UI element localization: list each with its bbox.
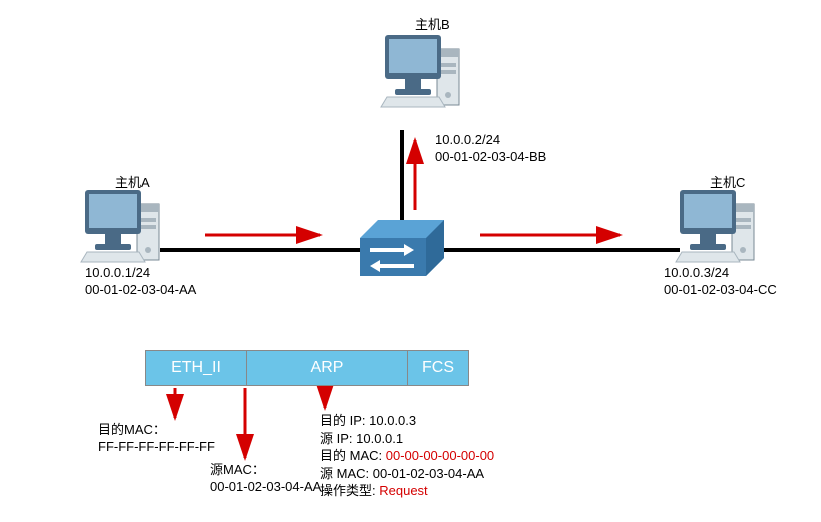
host-b-mac: 00-01-02-03-04-BB [435, 149, 546, 166]
host-c-info: 10.0.0.3/24 00-01-02-03-04-CC [664, 265, 777, 299]
arp-dst-ip-label: 目的 IP: [320, 413, 366, 428]
host-c-ip: 10.0.0.3/24 [664, 265, 777, 282]
arp-src-ip-row: 源 IP: 10.0.0.1 [320, 430, 494, 448]
eth-src-label: 源MAC： [210, 462, 321, 479]
host-b-icon [381, 35, 459, 107]
host-a-info: 10.0.0.1/24 00-01-02-03-04-AA [85, 265, 196, 299]
arp-op-label: 操作类型: [320, 483, 376, 498]
packet-arp: ARP [247, 351, 408, 385]
arp-detail: 目的 IP: 10.0.0.3 源 IP: 10.0.0.1 目的 MAC: 0… [320, 412, 494, 500]
arp-src-mac: 00-01-02-03-04-AA [373, 466, 484, 481]
arp-dst-ip-row: 目的 IP: 10.0.0.3 [320, 412, 494, 430]
arp-dst-mac-row: 目的 MAC: 00-00-00-00-00-00 [320, 447, 494, 465]
eth-src-value: 00-01-02-03-04-AA [210, 479, 321, 496]
arp-dst-mac: 00-00-00-00-00-00 [386, 448, 494, 463]
arp-op: Request [379, 483, 427, 498]
packet-eth: ETH_II [146, 351, 247, 385]
host-a-ip: 10.0.0.1/24 [85, 265, 196, 282]
host-a-mac: 00-01-02-03-04-AA [85, 282, 196, 299]
arp-src-mac-row: 源 MAC: 00-01-02-03-04-AA [320, 465, 494, 483]
switch-icon [360, 220, 444, 276]
eth-dst-label: 目的MAC： [98, 422, 215, 439]
arp-src-ip-label: 源 IP: [320, 431, 353, 446]
packet-fcs: FCS [408, 351, 468, 385]
eth-src: 源MAC： 00-01-02-03-04-AA [210, 462, 321, 496]
arp-dst-ip: 10.0.0.3 [369, 413, 416, 428]
host-b-ip: 10.0.0.2/24 [435, 132, 546, 149]
eth-dst: 目的MAC： FF-FF-FF-FF-FF-FF [98, 422, 215, 456]
arp-src-mac-label: 源 MAC: [320, 466, 369, 481]
host-a-icon [81, 190, 159, 262]
host-c-mac: 00-01-02-03-04-CC [664, 282, 777, 299]
host-b-name: 主机B [415, 14, 450, 33]
host-b-info: 10.0.0.2/24 00-01-02-03-04-BB [435, 132, 546, 166]
host-c-name: 主机C [710, 172, 745, 191]
packet: ETH_II ARP FCS [145, 350, 469, 386]
eth-dst-value: FF-FF-FF-FF-FF-FF [98, 439, 215, 456]
arp-op-row: 操作类型: Request [320, 482, 494, 500]
arp-src-ip: 10.0.0.1 [356, 431, 403, 446]
host-c-icon [676, 190, 754, 262]
host-a-name: 主机A [115, 172, 150, 191]
arp-dst-mac-label: 目的 MAC: [320, 448, 382, 463]
